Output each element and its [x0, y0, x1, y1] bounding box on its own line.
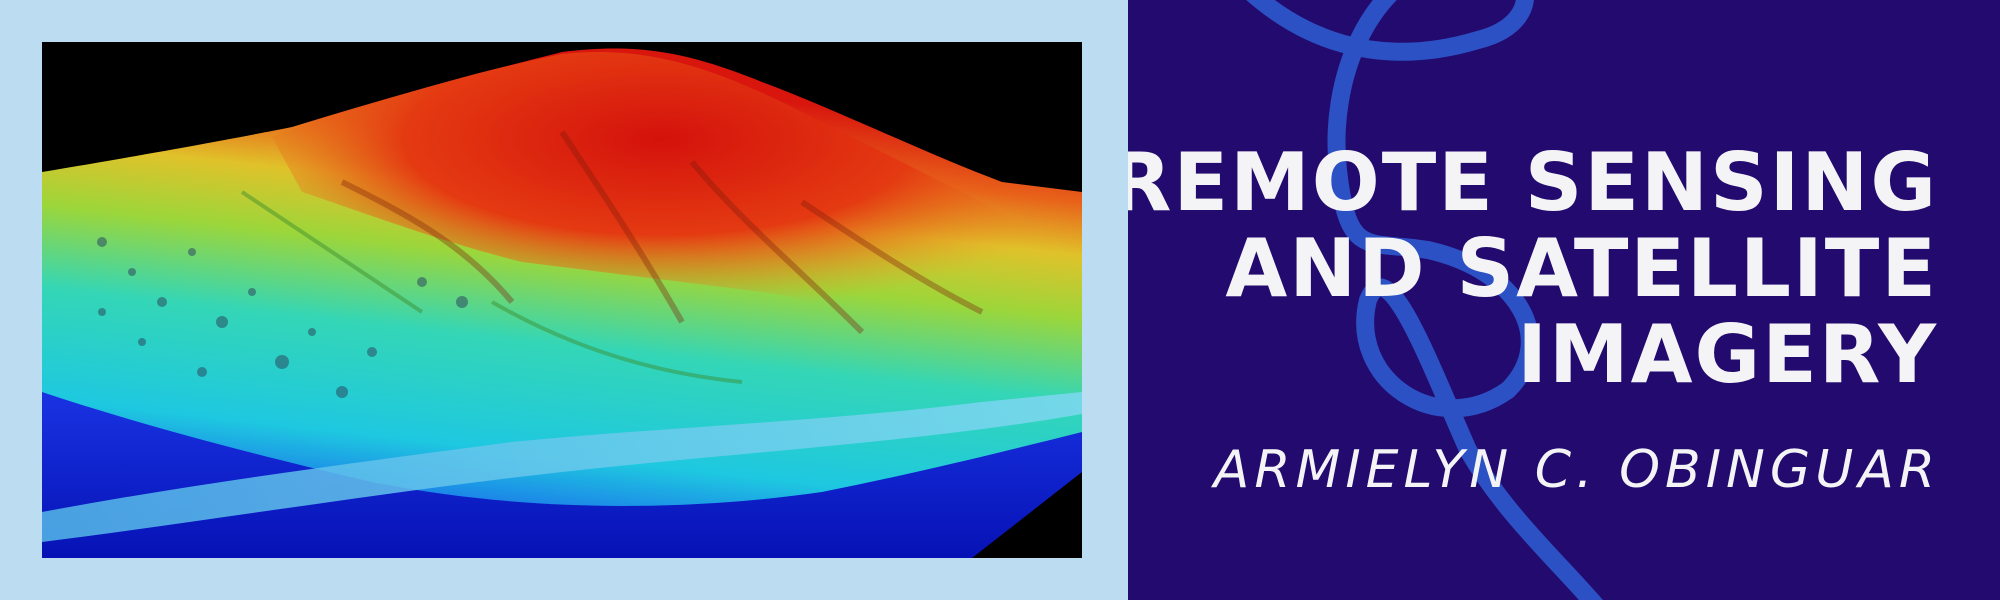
image-frame	[0, 0, 1128, 600]
terrain-elevation-map	[42, 42, 1082, 558]
title-panel: REMOTE SENSING AND SATELLITE IMAGERY ARM…	[1128, 0, 2000, 600]
terrain-elevation-map-icon	[42, 42, 1082, 558]
title-line-2: AND SATELLITE	[1225, 222, 1938, 315]
swirl-decoration	[1246, 0, 1603, 600]
title-line-3: IMAGERY	[1517, 308, 1938, 401]
author-name: ARMIELYN C. OBINGUAR	[1213, 440, 1940, 500]
page-title: REMOTE SENSING AND SATELLITE IMAGERY	[1128, 140, 1938, 398]
title-line-1: REMOTE SENSING	[1128, 136, 1938, 229]
